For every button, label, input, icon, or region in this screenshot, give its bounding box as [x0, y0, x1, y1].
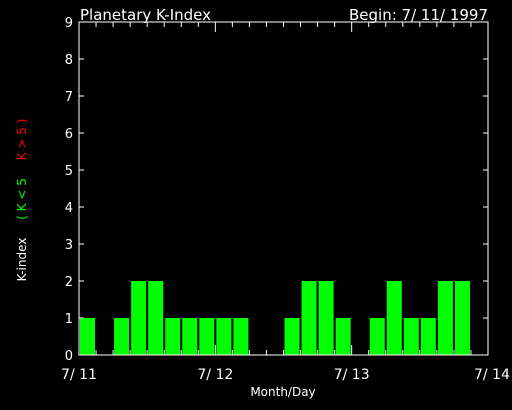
y-label-red-part: K > 5 ) — [15, 119, 29, 161]
k-index-bar — [80, 318, 96, 355]
x-tick-label: 7/ 14 — [474, 367, 510, 383]
begin-date-label: Begin: 7/ 11/ 1997 — [349, 6, 488, 24]
x-axis: 7/ 11 7/ 12 7/ 13 7/ 14 — [61, 22, 510, 383]
k-index-bar — [114, 318, 130, 355]
y-label-k-index: K-index — [15, 238, 29, 282]
y-tick-label: 7 — [65, 90, 73, 105]
x-axis-label: Month/Day — [250, 385, 315, 399]
y-tick-label: 9 — [65, 16, 73, 31]
y-tick-label: 4 — [65, 201, 73, 216]
k-index-bar — [403, 318, 419, 355]
k-index-bar — [182, 318, 198, 355]
k-index-bar — [369, 318, 385, 355]
chart-title: Planetary K-Index — [80, 6, 211, 24]
k-index-bar — [335, 318, 351, 355]
y-label-green-part: ( K < 5 — [15, 178, 29, 220]
y-tick-label: 6 — [65, 127, 73, 142]
k-index-bar — [318, 281, 334, 355]
k-index-bar — [301, 281, 317, 355]
k-index-bar — [131, 281, 147, 355]
k-index-bar — [386, 281, 402, 355]
y-tick-label: 3 — [65, 238, 73, 253]
x-tick-label: 7/ 11 — [61, 367, 97, 383]
x-tick-label: 7/ 12 — [197, 367, 233, 383]
x-tick-label: 7/ 13 — [334, 367, 370, 383]
plot-frame — [78, 21, 489, 356]
bar-group — [80, 281, 470, 355]
y-tick-label: 1 — [65, 312, 73, 327]
y-tick-label: 5 — [65, 164, 73, 179]
y-axis-label-line: K-index ( K < 5 K > 5 ) — [15, 119, 29, 282]
k-index-bar — [420, 318, 436, 355]
k-index-bar — [148, 281, 164, 355]
y-axis-label: K-index ( K < 5 K > 5 ) — [15, 119, 29, 282]
k-index-bar — [216, 318, 232, 355]
y-tick-label: 2 — [65, 275, 73, 290]
k-index-bar — [199, 318, 215, 355]
k-index-bar — [454, 281, 470, 355]
y-tick-label: 8 — [65, 53, 73, 68]
y-axis: 0 1 2 3 4 5 6 7 8 9 — [65, 16, 488, 364]
y-tick-label: 0 — [65, 349, 73, 364]
k-index-bar — [165, 318, 181, 355]
k-index-bar — [437, 281, 453, 355]
k-index-bar — [284, 318, 300, 355]
k-index-bar — [233, 318, 249, 355]
